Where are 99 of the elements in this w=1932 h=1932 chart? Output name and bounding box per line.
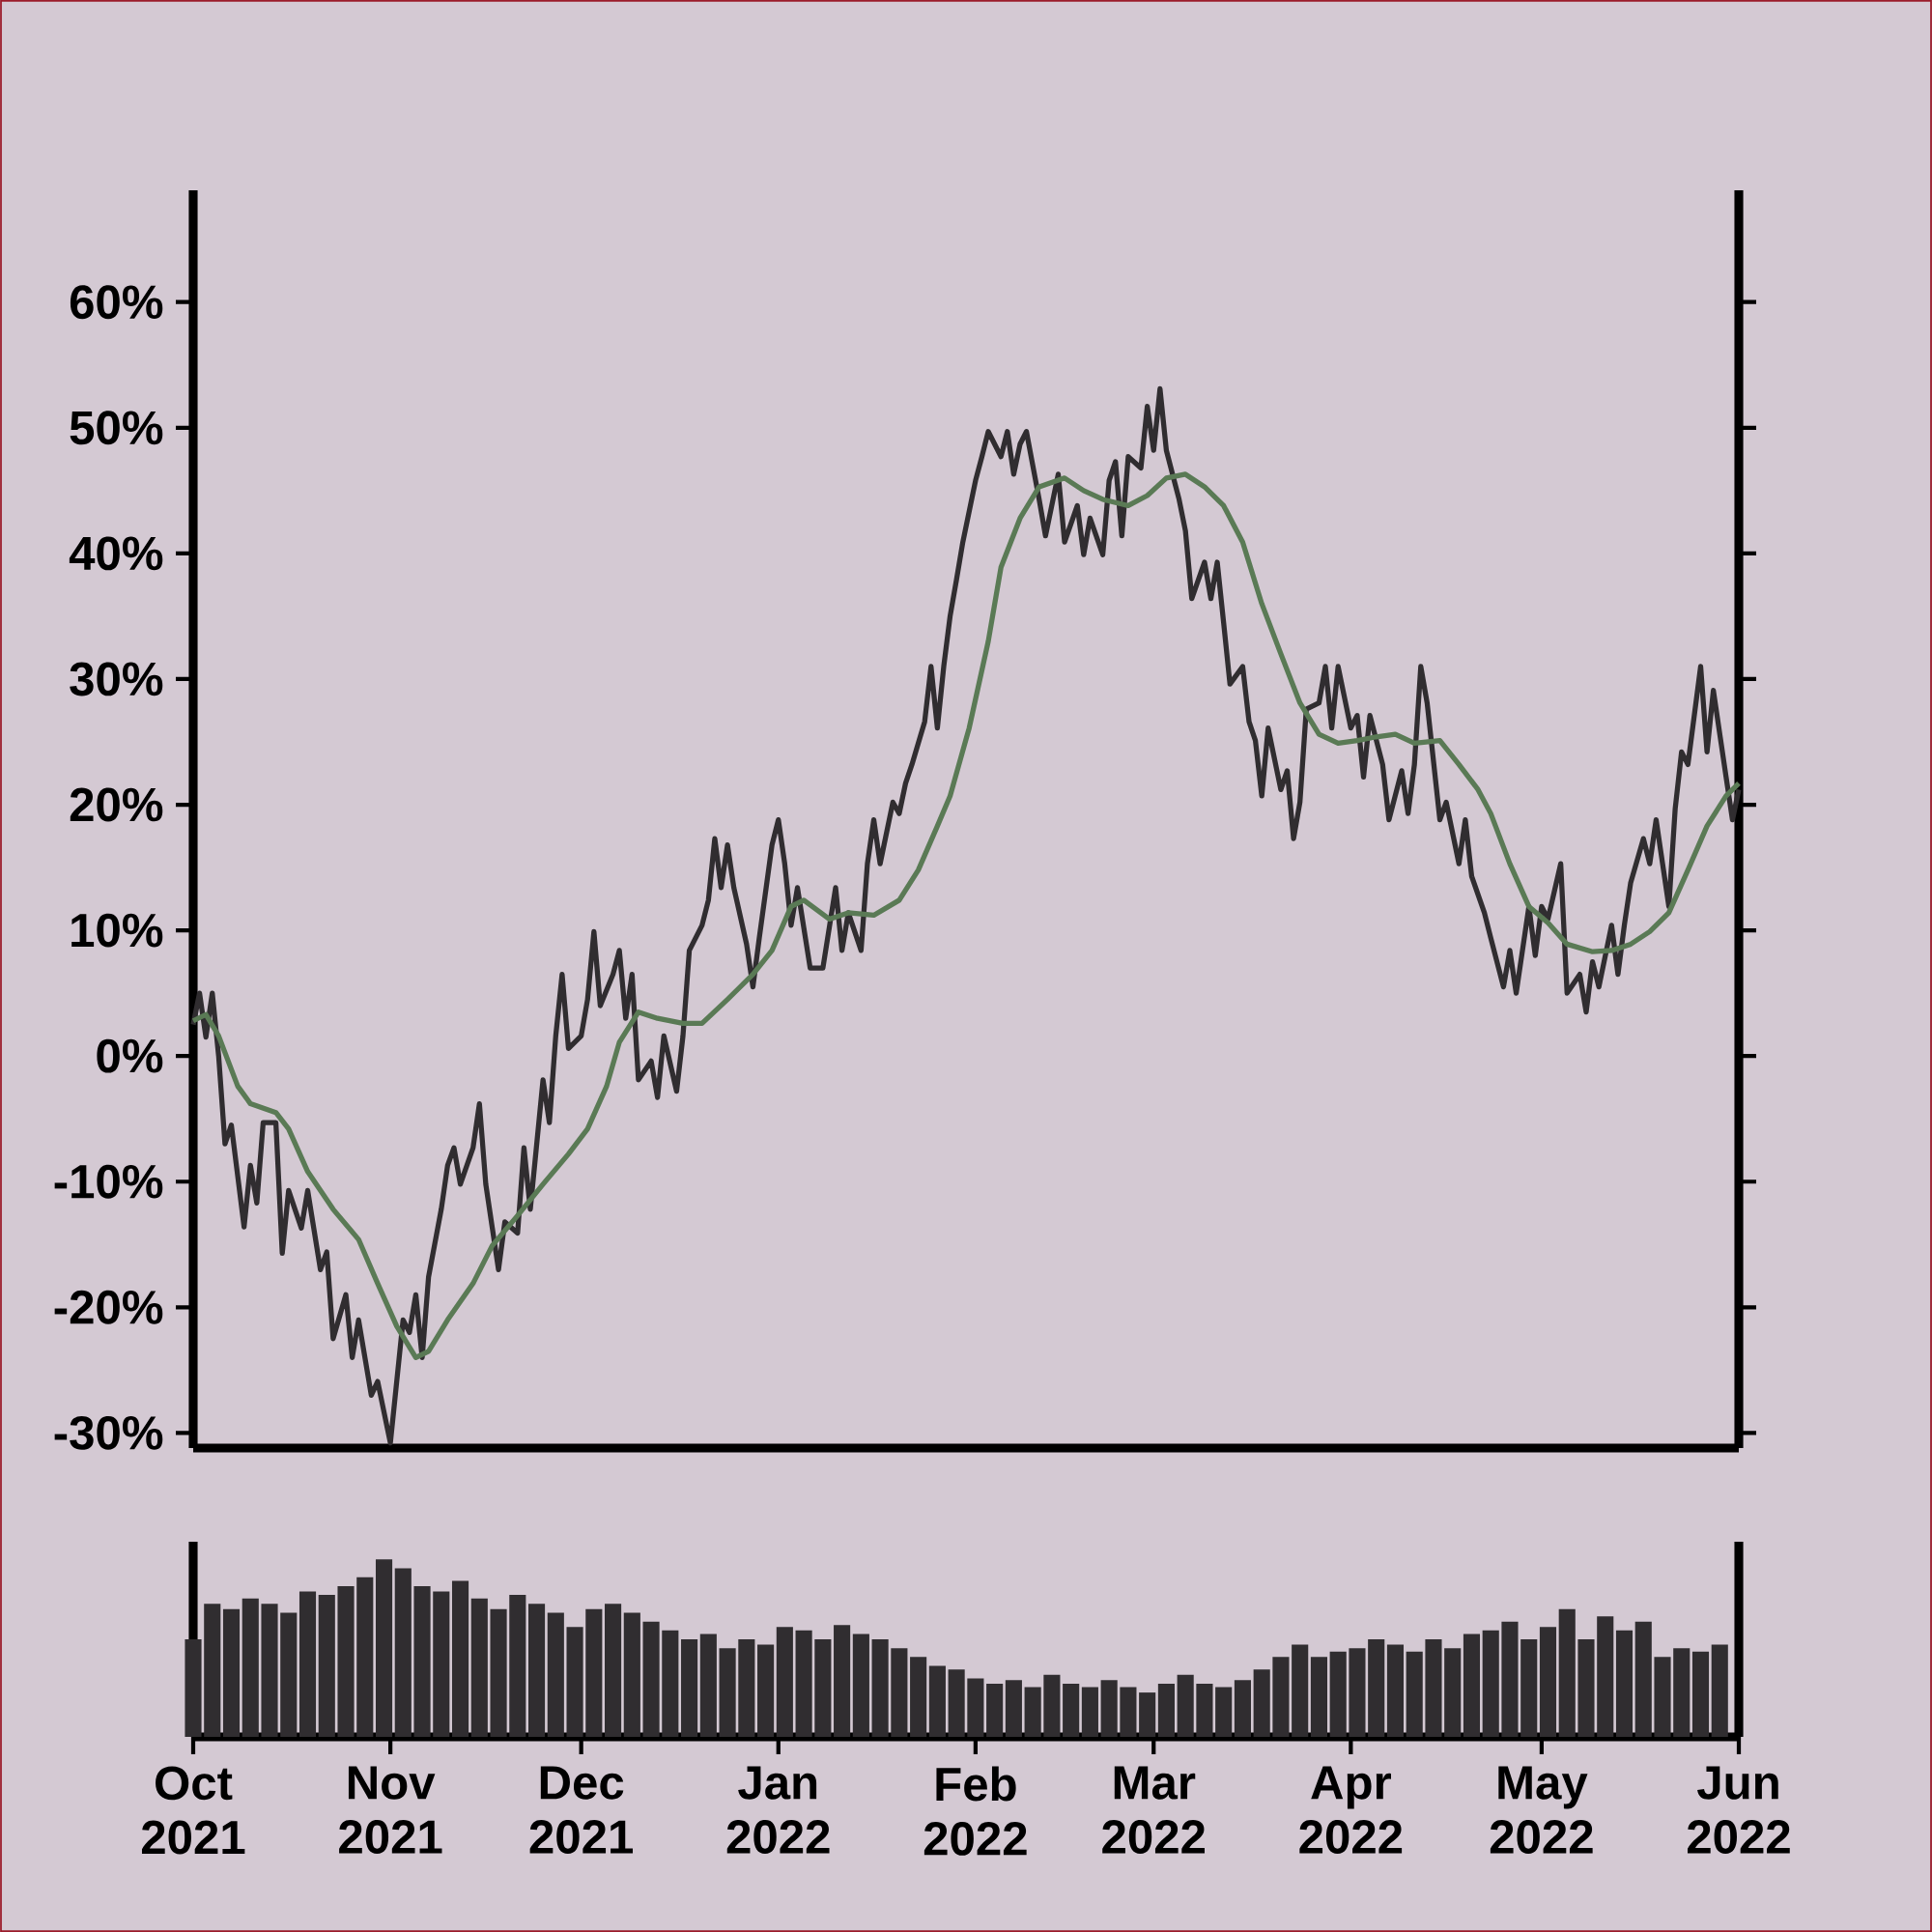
bar	[470, 1598, 488, 1738]
bar	[375, 1559, 393, 1738]
x-tick-label: Jun 2022	[1687, 1766, 1790, 1854]
bar	[871, 1639, 889, 1738]
bar	[1425, 1639, 1442, 1738]
bar	[776, 1627, 793, 1738]
bar	[1539, 1627, 1557, 1738]
bar	[1120, 1687, 1137, 1738]
bar	[1558, 1608, 1576, 1738]
bar	[1577, 1639, 1595, 1738]
bar	[1196, 1683, 1213, 1738]
bar	[413, 1585, 431, 1738]
bar	[1005, 1680, 1022, 1738]
bar	[1463, 1634, 1481, 1738]
bar	[834, 1625, 851, 1738]
bar	[891, 1648, 908, 1738]
bar	[1234, 1680, 1251, 1738]
bar	[1406, 1651, 1423, 1738]
x-tick-label: Dec 2021	[529, 1766, 634, 1854]
x-tick-label: May 2022	[1490, 1766, 1593, 1854]
bar	[681, 1639, 698, 1738]
bar	[394, 1568, 412, 1738]
bar	[642, 1621, 660, 1738]
bar	[222, 1608, 241, 1738]
bar	[1711, 1644, 1728, 1738]
y-tick-label: 50%	[70, 411, 163, 445]
bar	[433, 1591, 450, 1738]
bar	[986, 1683, 1004, 1738]
x-tick-label: Mar 2022	[1102, 1766, 1205, 1854]
bar	[1691, 1651, 1710, 1738]
bar	[204, 1604, 221, 1738]
bar	[490, 1608, 507, 1738]
bar	[738, 1639, 755, 1738]
y-tick-label: -10%	[54, 1164, 163, 1199]
bar	[1157, 1683, 1175, 1738]
x-tick-label: Oct 2021	[141, 1766, 245, 1855]
y-tick-label: 30%	[70, 662, 163, 696]
bar	[261, 1604, 278, 1738]
bar	[1520, 1639, 1538, 1738]
bar	[1386, 1644, 1405, 1738]
bar	[662, 1630, 679, 1738]
bar	[1329, 1651, 1347, 1738]
bar	[1673, 1648, 1690, 1738]
bar	[1081, 1687, 1098, 1738]
bar	[356, 1577, 374, 1738]
bar	[967, 1678, 984, 1738]
bar	[509, 1595, 526, 1738]
bar	[910, 1657, 927, 1738]
bar	[1177, 1674, 1194, 1738]
y-tick-label: -20%	[54, 1290, 163, 1324]
x-tick-label: Nov 2021	[339, 1766, 442, 1854]
bar	[1024, 1687, 1041, 1738]
bar	[1349, 1648, 1366, 1738]
bar	[451, 1580, 469, 1738]
bar	[948, 1669, 965, 1738]
bar	[1292, 1644, 1309, 1738]
bar	[318, 1595, 335, 1738]
bar	[1597, 1616, 1614, 1738]
bar	[337, 1585, 355, 1738]
bar	[242, 1598, 259, 1738]
bar	[757, 1644, 775, 1738]
bar	[1501, 1621, 1519, 1738]
bar	[298, 1591, 317, 1738]
x-tick-label: Feb 2022	[923, 1766, 1027, 1856]
y-tick-label: -30%	[54, 1415, 163, 1450]
y-tick-label: 40%	[69, 536, 163, 571]
bar	[585, 1608, 603, 1738]
bar	[814, 1639, 832, 1738]
bar	[795, 1630, 812, 1738]
y-tick-label: 0%	[97, 1038, 163, 1073]
bar	[1253, 1669, 1270, 1738]
bar	[547, 1612, 564, 1738]
bar	[623, 1612, 640, 1738]
bar	[699, 1634, 717, 1738]
y-tick-label: 60%	[70, 285, 163, 320]
bar	[1615, 1630, 1634, 1738]
y-tick-label: 20%	[70, 787, 163, 822]
bar	[1215, 1687, 1233, 1738]
bar	[1444, 1648, 1462, 1738]
bar	[1310, 1657, 1327, 1738]
bar	[719, 1648, 736, 1738]
bar	[1482, 1630, 1499, 1738]
bar	[1368, 1639, 1385, 1738]
bar	[605, 1604, 622, 1738]
bar	[1100, 1680, 1118, 1738]
x-tick-label: Apr 2022	[1299, 1766, 1403, 1854]
bar	[566, 1627, 583, 1738]
bar	[1272, 1657, 1290, 1738]
bar	[528, 1604, 546, 1738]
bar	[1063, 1683, 1080, 1738]
bar	[1634, 1621, 1652, 1738]
bar	[1043, 1674, 1061, 1738]
x-tick-label: Jan 2022	[726, 1766, 830, 1854]
bar	[280, 1612, 298, 1738]
bar	[928, 1665, 946, 1738]
bar	[1654, 1657, 1671, 1738]
y-tick-label: 10%	[71, 913, 163, 948]
bar	[852, 1634, 869, 1738]
bar	[1139, 1692, 1156, 1738]
